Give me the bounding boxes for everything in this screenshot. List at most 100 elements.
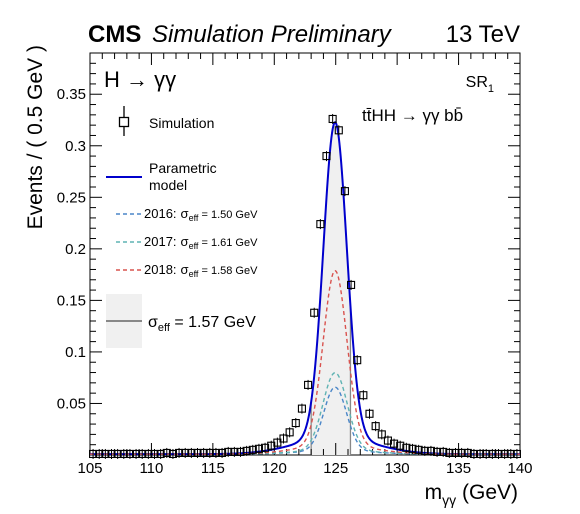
curves [90,121,520,456]
simulation-point [119,449,128,459]
simulation-point [439,447,448,456]
legend-2018-value: = 1.58 GeV [198,265,258,277]
simulation-point [193,448,202,457]
simulation-point [162,448,171,457]
legend-2017-sigma: σ [181,234,189,249]
legend-2018-sigma: σ [181,262,189,277]
plot-area: 105 110 115 120 125 130 135 140 0.05 0.1 0.15 0.2 0.… [57,52,533,477]
simulation-point [187,448,196,457]
x-axis-sub: γγ [442,492,456,508]
x-tick-label: 110 [139,460,163,477]
x-tick-label: 130 [385,460,410,477]
x-tick-label: 125 [323,460,348,477]
legend-eff-sigma: σ [148,314,158,331]
x-tick-label: 140 [507,460,532,477]
legend-2016-sigma: σ [181,206,189,221]
legend-simulation-label: Simulation [149,115,214,131]
simulation-point [89,449,98,459]
simulation-point [328,114,337,124]
simulation-point [156,449,165,459]
simulation-point [101,449,110,459]
legend-2018-year: 2018: [144,262,177,277]
legend-model-label-line2: model [149,177,187,193]
simulation-point [512,449,521,459]
simulation-point [451,448,460,457]
simulation-point [248,445,257,454]
header-experiment: CMS [88,21,141,48]
simulation-points [89,113,521,459]
y-tick-label: 0.3 [65,138,86,155]
simulation-point [132,449,141,459]
simulation-point [224,447,233,456]
y-axis-title: Events / ( 0.5 GeV ) [24,45,47,229]
x-axis-main: m [425,481,443,504]
simulation-point [310,308,319,317]
legend-year-2018: 2018: σeff = 1.58 GeV [116,262,258,279]
simulation-point [273,438,282,447]
y-tick-label: 0.15 [57,292,86,309]
simulation-point [261,443,270,452]
x-axis-unit: (GeV) [456,481,518,504]
simulation-point [150,449,159,459]
simulation-point [408,444,417,453]
simulation-point [144,449,153,459]
y-tick-label: 0.2 [65,241,86,258]
process-label: tt̄HH → γγ bb̄ [362,106,463,125]
simulation-point [322,152,331,161]
simulation-point [125,449,134,459]
x-tick-label: 120 [262,460,287,477]
simulation-point [433,447,442,456]
simulation-point [279,434,288,443]
channel-label: H → γγ [104,67,176,92]
simulation-point [469,449,478,459]
simulation-point [396,441,405,450]
y-tick-label: 0.25 [57,189,86,206]
simulation-point [420,446,429,455]
simulation-point [402,443,411,452]
legend-2016-sub: eff [189,213,199,223]
simulation-point [488,449,497,459]
simulation-point [371,422,380,431]
legend: Simulation Parametric model 2016: σeff = … [106,106,258,348]
legend-2017-year: 2017: [144,234,177,249]
simulation-point [390,439,399,448]
simulation-point [359,391,368,400]
simulation-point [230,447,239,456]
simulation-point [211,448,220,457]
simulation-point [476,449,485,459]
legend-2016-value: = 1.50 GeV [198,209,258,221]
simulation-point [95,449,104,459]
legend-2016-label: 2016: σeff = 1.50 GeV [144,206,258,223]
legend-2018-label: 2018: σeff = 1.58 GeV [144,262,258,279]
header-tag: Simulation Preliminary [152,21,393,48]
simulation-point [365,409,374,418]
simulation-point [494,449,503,459]
x-axis-title: mγγ (GeV) [425,481,518,508]
legend-2017-label: 2017: σeff = 1.61 GeV [144,234,258,251]
effective-sigma-band [310,122,352,456]
simulation-point [168,449,177,459]
simulation-point [107,449,116,459]
legend-simulation: Simulation [118,106,214,136]
simulation-point [340,187,349,196]
axis-ticks: 105 110 115 120 125 130 135 140 0.05 0.1 0.15 0.2 0.… [57,53,533,477]
legend-eff-value: = 1.57 GeV [170,314,256,331]
simulation-point [414,445,423,454]
simulation-point [482,449,491,459]
simulation-point [353,356,362,365]
legend-model: Parametric model [106,160,217,193]
simulation-point [218,448,227,457]
simulation-point [377,430,386,439]
simulation-point [506,449,515,459]
effective-sigma-band-fill [311,122,351,456]
simulation-point [113,449,122,459]
x-tick-label: 135 [446,460,471,477]
simulation-point [457,448,466,457]
simulation-point [242,446,251,455]
legend-model-label-line1: Parametric [149,160,217,176]
y-tick-label: 0.05 [57,395,86,412]
simulation-point [426,446,435,455]
simulation-point [236,447,245,456]
simulation-point [347,280,356,289]
